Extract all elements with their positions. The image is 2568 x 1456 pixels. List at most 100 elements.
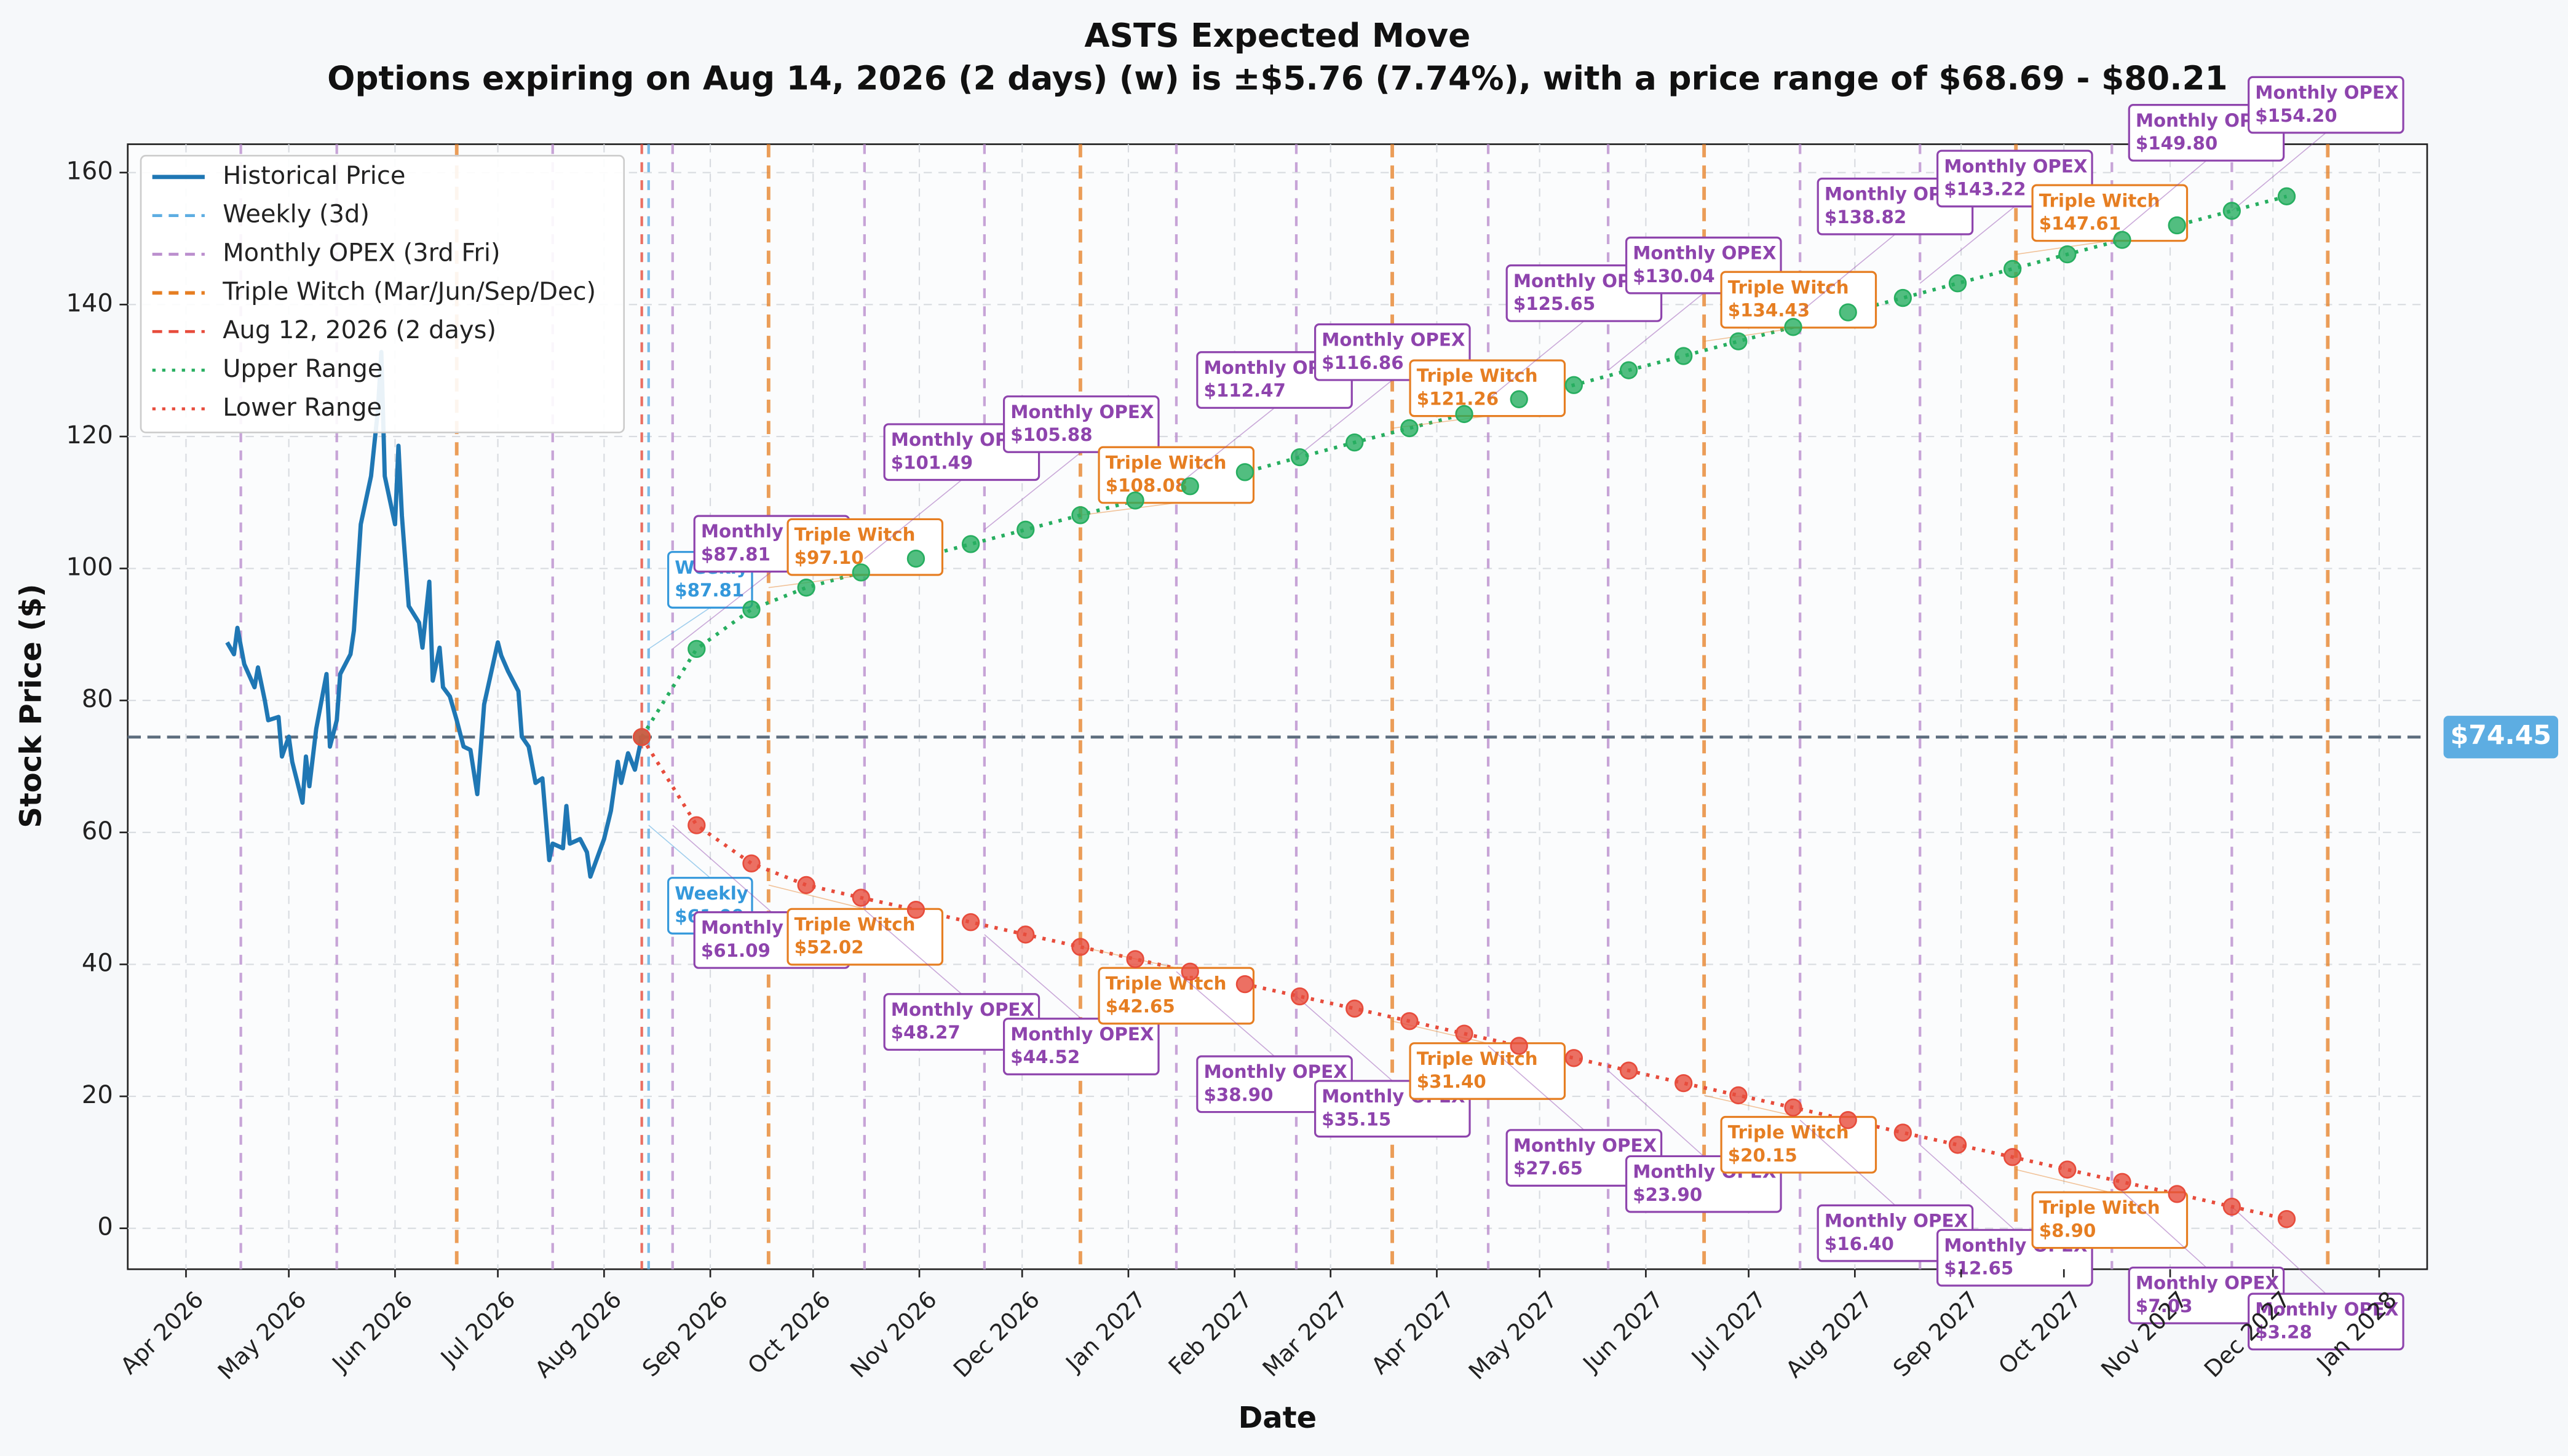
- range-point: [1839, 303, 1857, 322]
- legend-label: Weekly (3d): [223, 200, 370, 229]
- annotation-event: Triple Witch: [795, 914, 916, 935]
- annotation-box: [2248, 1292, 2404, 1351]
- range-point: [1181, 962, 1199, 981]
- range-point: [1893, 288, 1912, 307]
- range-point: [2113, 1173, 2131, 1191]
- annotation-event: Monthly OPEX: [2255, 82, 2398, 103]
- range-point: [1893, 1123, 1912, 1142]
- range-point: [2277, 1210, 2296, 1228]
- range-point: [1510, 1037, 1528, 1055]
- annotation-value: $7.03: [2136, 1296, 2193, 1316]
- range-point: [1455, 405, 1473, 424]
- range-point: [1729, 1086, 1748, 1105]
- legend-label: Upper Range: [223, 355, 382, 383]
- range-point: [906, 549, 925, 568]
- range-point: [1235, 463, 1254, 481]
- range-point: [961, 913, 980, 932]
- annotation-value: $121.26: [1417, 389, 1499, 410]
- annotation-connector: [1799, 1120, 1896, 1206]
- annotation-connector: [864, 909, 962, 995]
- annotation-box: [2248, 76, 2404, 134]
- range-point: [1235, 975, 1254, 994]
- y-tick-label: 40: [82, 949, 113, 977]
- annotation-connector: [1919, 1144, 2015, 1230]
- annotation-connector: [2111, 160, 2207, 240]
- range-point: [1071, 938, 1090, 956]
- annotation-connector: [864, 479, 962, 560]
- annotation-event: Triple Witch: [2039, 190, 2160, 211]
- annotation-connector: [984, 934, 1082, 1019]
- range-point: [2168, 216, 2186, 235]
- annotation-value: $108.08: [1106, 475, 1187, 496]
- range-point: [1126, 950, 1144, 968]
- range-point: [797, 876, 815, 895]
- annotation-value: $134.43: [1728, 300, 1810, 321]
- range-point: [1181, 477, 1199, 496]
- range-point: [1564, 376, 1583, 394]
- annotation-value: $149.80: [2136, 133, 2217, 154]
- annotation-connector: [1607, 293, 1704, 371]
- range-point: [1400, 1012, 1419, 1031]
- range-point: [1948, 1136, 1967, 1154]
- range-point: [688, 639, 706, 659]
- annotation-value: $112.47: [1204, 380, 1286, 401]
- annotation-box: [2031, 184, 2189, 242]
- range-point: [1564, 1049, 1583, 1067]
- x-axis-label: Date: [1238, 1401, 1317, 1435]
- annotation-value: $35.15: [1322, 1109, 1391, 1130]
- annotation-connector: [984, 451, 1082, 531]
- range-point: [2003, 1148, 2022, 1166]
- legend-label: Historical Price: [223, 162, 405, 190]
- chart-title: ASTS Expected Move: [1084, 17, 1470, 55]
- annotation-value: $147.61: [2039, 213, 2121, 234]
- range-point: [1510, 390, 1528, 408]
- annotation-event: Monthly OPEX: [1010, 1024, 1154, 1045]
- annotation-box: [1098, 446, 1255, 504]
- annotation-box: [1002, 395, 1160, 453]
- annotation-box: [2031, 1191, 2189, 1249]
- range-point: [2277, 187, 2296, 205]
- annotation-connector: [1176, 407, 1275, 487]
- annotation-value: $105.88: [1010, 424, 1092, 445]
- annotation-event: Triple Witch: [1106, 973, 1227, 994]
- annotation-value: $31.40: [1417, 1071, 1486, 1092]
- points-layer: [632, 187, 2296, 1228]
- range-point: [1839, 1111, 1857, 1130]
- range-point: [1948, 274, 1967, 293]
- annotation-value: $125.65: [1513, 293, 1595, 314]
- range-point: [2222, 1197, 2241, 1216]
- range-point: [1345, 999, 1364, 1018]
- annotation-value: $138.82: [1825, 207, 1906, 228]
- annotation-value: $143.22: [1944, 179, 2026, 200]
- annotation-value: $97.10: [795, 547, 864, 568]
- annotation-event: Triple Witch: [795, 524, 916, 545]
- annotation-value: $48.27: [891, 1022, 961, 1043]
- legend-label: Triple Witch (Mar/Jun/Sep/Dec): [222, 277, 596, 306]
- annotation-box: [1002, 1018, 1160, 1075]
- annotation-connector: [648, 607, 711, 650]
- range-point: [1674, 347, 1693, 365]
- y-tick-label: 0: [97, 1213, 113, 1241]
- range-point: [1674, 1074, 1693, 1093]
- legend-label: Lower Range: [223, 394, 382, 422]
- range-point: [1016, 520, 1035, 539]
- annotation-event: Triple Witch: [1728, 1122, 1849, 1143]
- annotation-event: Monthly OPEX: [1204, 1061, 1347, 1082]
- annotation-event: Triple Witch: [1106, 452, 1227, 473]
- range-point: [852, 888, 870, 907]
- annotation-event: Weekly: [675, 883, 748, 904]
- range-point: [1345, 433, 1364, 452]
- annotation-value: $87.81: [701, 544, 771, 565]
- range-point: [2222, 202, 2241, 220]
- legend-layer: Historical Price Weekly (3d) Monthly OPEX …: [140, 154, 625, 433]
- current-price-badge: [2443, 716, 2559, 759]
- annotation-connector: [1176, 971, 1275, 1057]
- annotation-value: $154.20: [2255, 105, 2337, 126]
- range-point: [1784, 318, 1802, 336]
- annotation-event: Monthly OPEX: [1513, 1135, 1657, 1156]
- range-point: [1784, 1098, 1802, 1117]
- annot-layer: Weekly $87.81 Monthly OPEX $87.81 Triple Wit…: [648, 76, 2404, 1351]
- current-price-label: $74.45: [2451, 720, 2551, 751]
- range-point: [688, 816, 706, 834]
